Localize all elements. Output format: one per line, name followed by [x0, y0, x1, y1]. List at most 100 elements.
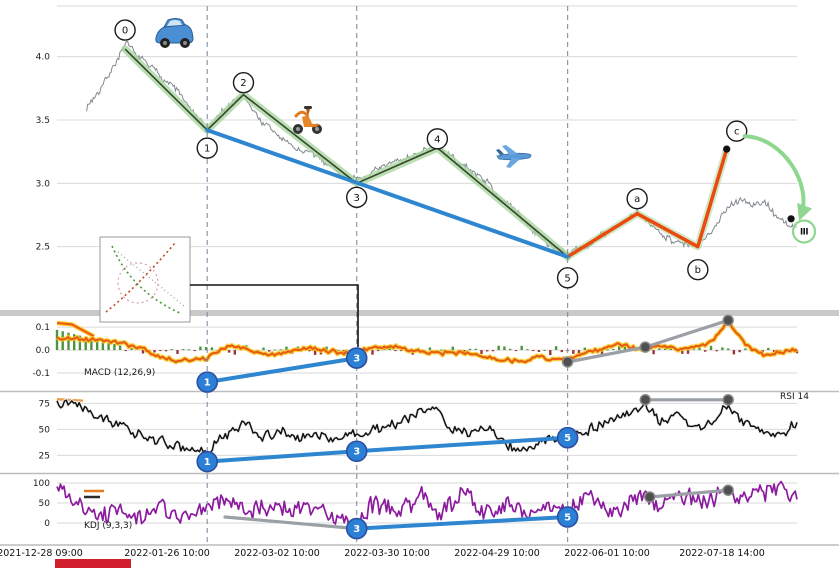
macd-line — [56, 320, 798, 364]
y-tick-label: -0.1 — [32, 369, 50, 379]
indicator-wave-marker-label: 5 — [564, 513, 571, 524]
macd-histogram-bar — [141, 350, 145, 354]
macd-histogram-bar — [182, 349, 185, 351]
macd-panel — [55, 319, 799, 365]
y-tick-label: 25 — [39, 451, 50, 461]
rsi-panel — [55, 397, 799, 458]
target-wave-circle — [791, 219, 817, 244]
y-tick-label: 50 — [39, 499, 51, 509]
projection-arrow — [742, 134, 813, 221]
kdj-panel — [56, 480, 798, 534]
macd-histogram-bar — [554, 346, 558, 350]
macd-histogram-bar — [543, 349, 546, 351]
macd-histogram-bar — [549, 350, 552, 356]
macd-histogram-bar — [400, 350, 403, 352]
macd-histogram-bar — [78, 335, 82, 351]
macd-histogram-bar — [67, 332, 70, 350]
x-tick-label: 2022-03-30 10:00 — [344, 548, 430, 559]
indicator-wave-marker — [196, 450, 219, 473]
indicator-wave-marker-label: 1 — [204, 378, 211, 389]
indicator-trendline — [354, 515, 570, 531]
macd-histogram-bar — [486, 350, 489, 352]
macd-histogram-bar — [704, 350, 707, 352]
macd-histogram-bar — [187, 349, 191, 351]
wave-marker-label: 1 — [204, 144, 210, 155]
scooter-icon — [293, 106, 322, 134]
macd-histogram-bar — [652, 350, 655, 355]
projection-dot — [723, 145, 731, 153]
macd-label: MACD (12,26,9) — [84, 368, 156, 378]
macd-histogram-bar — [73, 334, 76, 351]
divergence-gray-line — [648, 488, 730, 499]
indicator-wave-marker-label: 3 — [353, 447, 360, 458]
kdj-label: KDJ (9,3,3) — [84, 521, 133, 531]
macd-histogram-bar — [658, 348, 661, 350]
macd-histogram-bar — [159, 350, 162, 352]
x-tick-label: 2022-06-01 10:00 — [564, 548, 650, 559]
price-grid: 4.0 3.5 3.0 2.5 — [36, 53, 797, 253]
projection-dot — [787, 215, 795, 223]
target-wave-label: III — [800, 227, 808, 237]
macd-histogram-bar — [176, 350, 179, 354]
wave-markers: 0 1 2 3 4 5 a b c — [114, 19, 748, 289]
macd-histogram-bar — [164, 350, 168, 352]
x-tick-label: 2022-04-29 10:00 — [454, 548, 540, 559]
macd-histogram-bar — [193, 350, 196, 352]
divergence-dot — [722, 484, 734, 496]
macd-histogram-bar — [96, 339, 99, 350]
wave-marker — [196, 137, 218, 159]
macd-histogram-bar — [285, 346, 288, 351]
macd-histogram-bar — [468, 348, 472, 351]
macd-histogram-bar — [451, 346, 454, 351]
macd-histogram-bar — [709, 345, 713, 351]
y-tick-label: 4.0 — [36, 53, 51, 63]
wave-marker-label: b — [695, 265, 701, 276]
macd-histogram-bar — [313, 350, 317, 355]
macd-histogram-bar — [84, 337, 87, 351]
macd-histogram-bar — [560, 350, 563, 353]
macd-histogram-bar — [124, 350, 127, 352]
macd-histogram-bar — [268, 350, 271, 352]
indicator-wave-marker-label: 3 — [353, 524, 360, 535]
kdj-overlays: 35 — [223, 484, 734, 540]
wave-marker — [626, 188, 648, 210]
macd-histogram-bar — [721, 347, 724, 350]
wave-marker — [556, 267, 579, 289]
divergence-gray-line — [566, 318, 730, 364]
car-icon — [155, 18, 194, 48]
inset-mini-chart — [99, 236, 359, 347]
macd-histogram-bar — [371, 350, 374, 355]
macd-histogram-bar — [336, 349, 340, 351]
macd-histogram-bar — [572, 350, 575, 354]
macd-histogram-bar — [618, 346, 621, 351]
rsi-label: RSI 14 — [780, 392, 809, 402]
wave-marker-label: 5 — [564, 273, 570, 284]
rsi-grid: 75 50 25 — [39, 399, 797, 461]
y-tick-label: 100 — [33, 479, 50, 489]
macd-histogram-bar — [503, 346, 506, 351]
indicator-wave-marker — [556, 506, 579, 528]
y-tick-label: 3.0 — [36, 179, 51, 189]
macd-histogram-bar — [233, 350, 236, 355]
macd-histogram-bar — [107, 342, 110, 351]
macd-histogram-bar — [170, 349, 173, 351]
wave-marker-label: a — [634, 194, 640, 205]
macd-histogram-bar — [394, 350, 397, 352]
indicator-wave-marker — [556, 426, 579, 449]
macd-histogram-bar — [262, 347, 265, 351]
macd-histogram-bar — [509, 348, 512, 351]
macd-histogram-bar — [153, 350, 156, 353]
indicator-wave-marker — [345, 517, 368, 540]
indicator-wave-marker-label: 5 — [564, 433, 571, 444]
macd-grid: 0.1 0.0 -0.1 — [32, 323, 797, 379]
indicator-wave-marker — [345, 440, 368, 463]
y-tick-label: 0.1 — [36, 323, 50, 333]
macd-histogram-bar — [440, 349, 443, 351]
macd-histogram-bar — [583, 347, 586, 351]
indicator-wave-marker — [345, 347, 368, 369]
macd-histogram-bar — [325, 346, 328, 350]
macd-histogram-bar — [732, 350, 736, 355]
macd-histogram-bar — [101, 341, 105, 351]
